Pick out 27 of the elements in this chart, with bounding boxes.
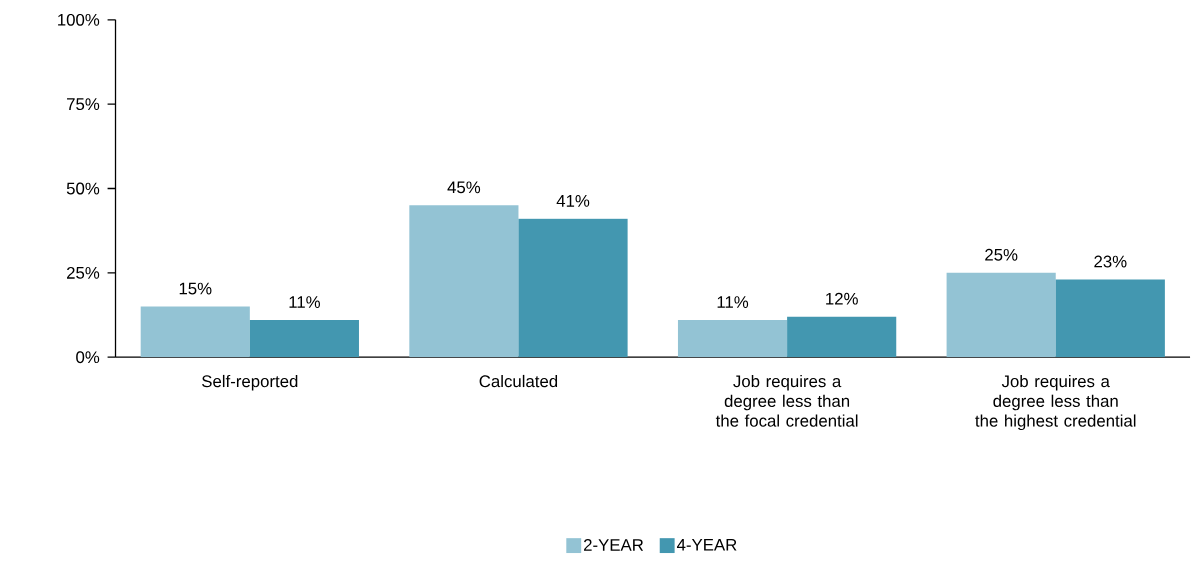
x-tick-label: Job requires a degree less than the focal credential <box>715 375 858 427</box>
data-label: 23% <box>1094 255 1127 268</box>
legend-label: 4-YEAR <box>676 539 737 551</box>
y-tick-label: 100% <box>58 14 100 26</box>
y-tick-label: 0% <box>76 351 100 364</box>
bar <box>518 219 628 358</box>
x-tick-label: Calculated <box>479 375 558 388</box>
data-label: 11% <box>289 296 320 309</box>
data-label: 11% <box>717 296 749 309</box>
bar <box>1055 279 1165 358</box>
data-label: 15% <box>179 282 212 295</box>
bar <box>946 273 1056 358</box>
bar <box>409 205 519 358</box>
data-label: 41% <box>556 195 590 207</box>
bar <box>787 316 897 358</box>
legend-label: 2-YEAR <box>584 539 644 551</box>
bar <box>140 306 250 358</box>
data-label: 45% <box>447 181 481 194</box>
y-tick-label: 50% <box>66 182 100 195</box>
y-tick-label: 75% <box>67 98 100 111</box>
bar <box>249 320 359 358</box>
x-tick-label: Job requires a degree less than the highest credential <box>975 375 1136 431</box>
bar <box>677 320 788 358</box>
data-label: 12% <box>826 292 858 305</box>
x-tick-label: Self-reported <box>202 375 298 391</box>
y-tick-label: 25% <box>67 267 100 280</box>
data-label: 25% <box>985 249 1018 261</box>
